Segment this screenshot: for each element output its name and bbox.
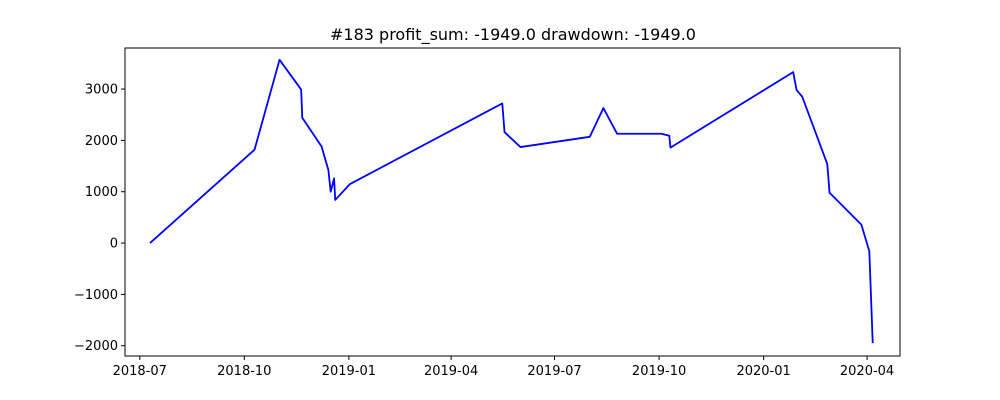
- y-tick-label: 1000: [85, 185, 118, 200]
- x-axis: 2018-07 2018-10 2019-01 2019-04 2019-07 2019-…: [113, 356, 894, 379]
- x-tick-label: 2019-01: [322, 364, 376, 379]
- x-tick-label: 2019-10: [632, 364, 686, 379]
- series-line: [149, 58, 874, 344]
- x-tick-label: 2019-07: [527, 364, 581, 379]
- series-group: [149, 58, 874, 344]
- x-tick-label: 2020-01: [736, 364, 790, 379]
- plot-frame: [124, 47, 901, 357]
- y-tick-label: 2000: [85, 134, 118, 149]
- x-tick-label: 2018-10: [217, 364, 271, 379]
- x-tick-label: 2020-04: [840, 364, 894, 379]
- y-tick-label: 0: [110, 237, 118, 252]
- y-tick-label: −2000: [74, 339, 118, 354]
- y-axis: −2000 −1000 0 1000 2000 3000: [74, 83, 125, 354]
- chart-title: #183 profit_sum: -1949.0 drawdown: -1949…: [330, 25, 696, 45]
- y-tick-label: 3000: [85, 83, 118, 98]
- y-tick-label: −1000: [74, 288, 118, 303]
- x-tick-label: 2019-04: [424, 364, 478, 379]
- x-tick-label: 2018-07: [113, 364, 167, 379]
